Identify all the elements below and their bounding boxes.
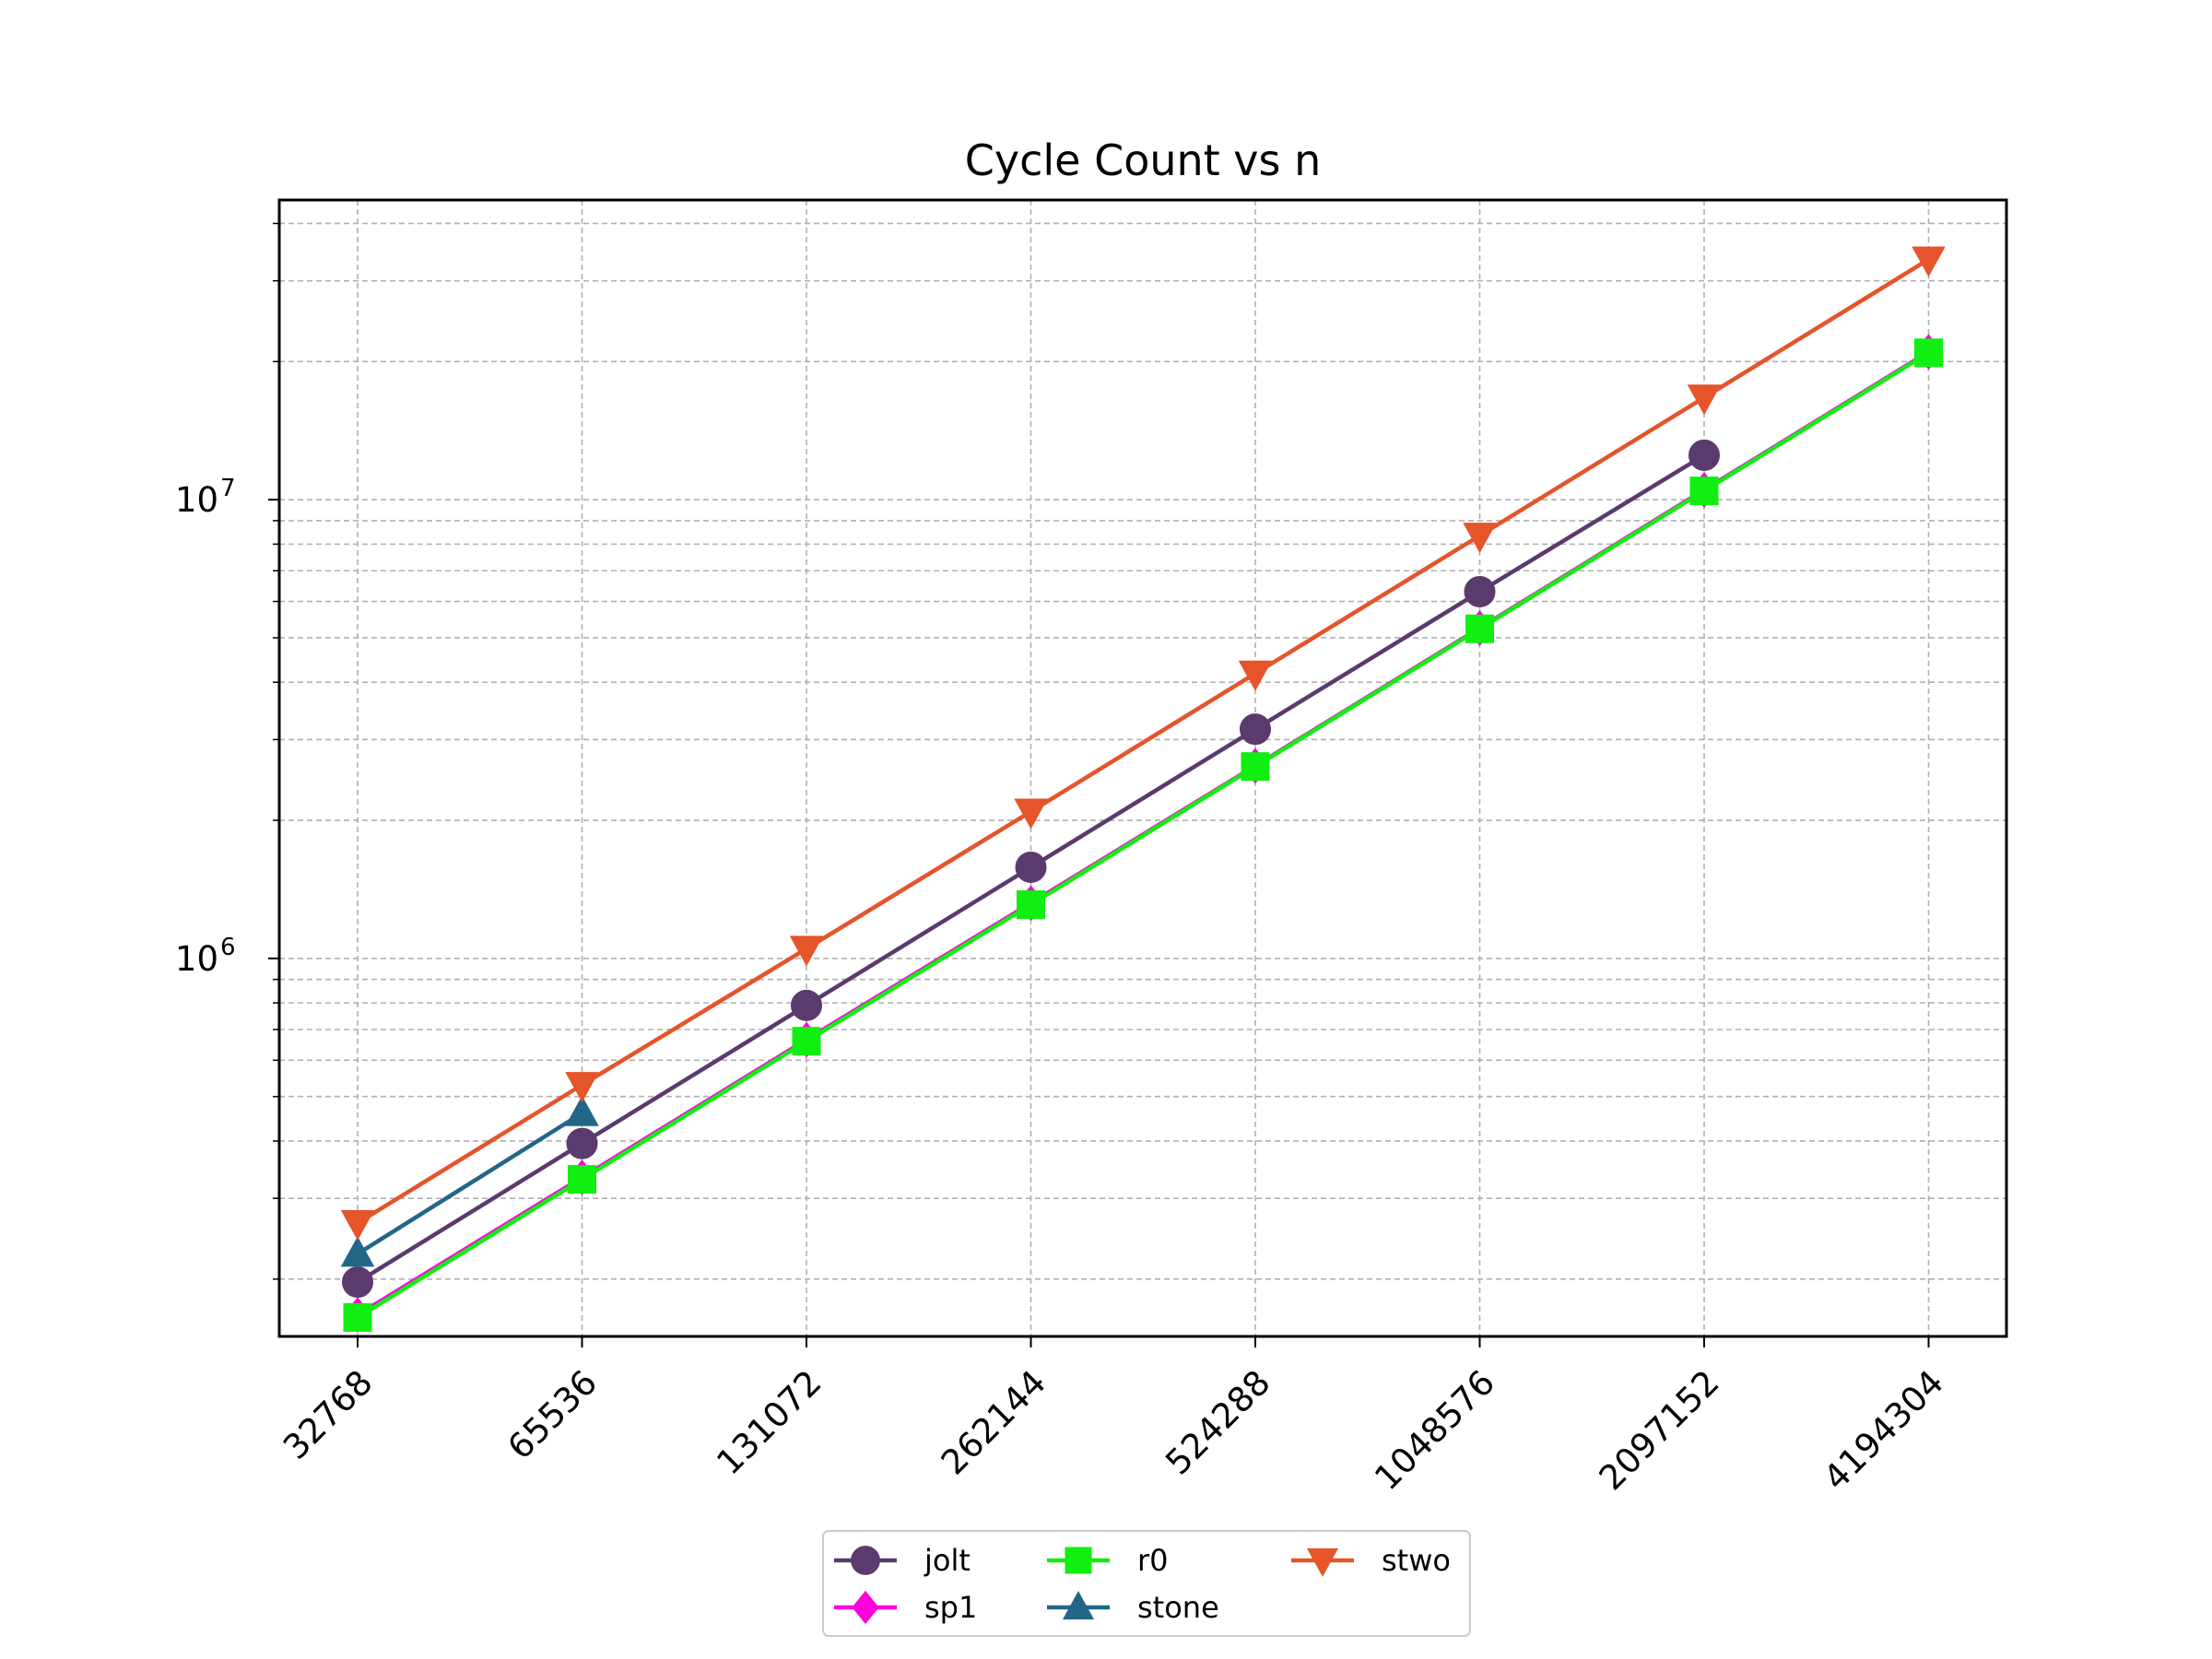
chart-title: Cycle Count vs n: [965, 135, 1322, 185]
data-point-jolt: [1015, 852, 1047, 884]
data-point-stwo: [1238, 660, 1273, 691]
series-line-stwo: [356, 257, 1930, 1225]
data-point-stone: [565, 1095, 599, 1126]
series-stwo: [340, 246, 1946, 1241]
x-tick-label: 1048576: [1367, 1362, 1502, 1498]
legend-item-stwo: stwo: [1291, 1543, 1451, 1578]
data-point-stwo: [789, 935, 824, 967]
legend-item-stone: stone: [1047, 1590, 1219, 1625]
legend-marker: [1306, 1547, 1339, 1577]
x-tick-label: 65536: [500, 1362, 606, 1467]
data-point-r0: [343, 1302, 372, 1332]
data-point-stwo: [1687, 384, 1722, 416]
series-layer: [340, 246, 1946, 1334]
legend-label: sp1: [924, 1590, 977, 1625]
series-jolt: [342, 439, 1720, 1299]
legend-marker: [1065, 1547, 1092, 1574]
x-tick-label: 32768: [276, 1362, 381, 1467]
legend: jolt sp1 r0 stone stwo: [822, 1530, 1471, 1637]
data-point-stwo: [1014, 798, 1048, 830]
legend-item-sp1: sp1: [834, 1590, 977, 1625]
data-point-r0: [1017, 890, 1045, 920]
data-point-stone: [340, 1236, 375, 1267]
legend-item-r0: r0: [1047, 1543, 1169, 1578]
legend-label: r0: [1137, 1543, 1169, 1578]
x-tick-label: 4194304: [1816, 1362, 1951, 1498]
data-point-jolt: [1240, 713, 1271, 746]
legend-label: jolt: [924, 1543, 971, 1578]
data-point-jolt: [791, 989, 822, 1021]
grid: [279, 200, 2006, 1336]
x-tick-label: 262144: [934, 1362, 1053, 1482]
x-tick-label: 2097152: [1592, 1362, 1727, 1498]
data-point-r0: [1465, 614, 1494, 643]
data-point-jolt: [342, 1266, 373, 1299]
legend-marker: [851, 1546, 880, 1575]
data-point-r0: [1689, 477, 1719, 506]
y-tick-label: 10: [175, 480, 218, 520]
data-point-stwo: [1463, 523, 1497, 554]
data-point-jolt: [1688, 439, 1720, 471]
data-point-r0: [1914, 338, 1943, 368]
y-tick-label-exponent: 6: [220, 934, 236, 961]
legend-box: [822, 1530, 1471, 1637]
data-point-stwo: [1912, 246, 1946, 277]
legend-label: stwo: [1382, 1543, 1451, 1578]
data-point-jolt: [1464, 576, 1496, 608]
y-tick-label-exponent: 7: [220, 475, 236, 502]
series-line-r0: [356, 350, 1930, 1320]
data-point-r0: [792, 1027, 821, 1056]
legend-item-jolt: jolt: [834, 1543, 971, 1578]
x-axis: 32768 65536 131072 262144 524288 1048576 20971…: [276, 1336, 1951, 1498]
data-point-jolt: [566, 1127, 598, 1159]
series-r0: [343, 338, 1943, 1332]
legend-marker: [1062, 1591, 1095, 1620]
data-point-r0: [568, 1165, 596, 1194]
plot-frame: [277, 198, 2008, 1338]
series-line-stone: [356, 1111, 583, 1256]
data-point-r0: [1241, 752, 1270, 782]
legend-marker: [852, 1590, 879, 1625]
data-point-stwo: [565, 1072, 599, 1103]
x-tick-label: 524288: [1158, 1362, 1277, 1482]
y-tick-label: 10: [175, 939, 218, 979]
series-stone: [340, 1095, 599, 1267]
data-point-stwo: [340, 1209, 375, 1241]
x-tick-label: 131072: [709, 1362, 829, 1482]
legend-label: stone: [1137, 1590, 1219, 1625]
